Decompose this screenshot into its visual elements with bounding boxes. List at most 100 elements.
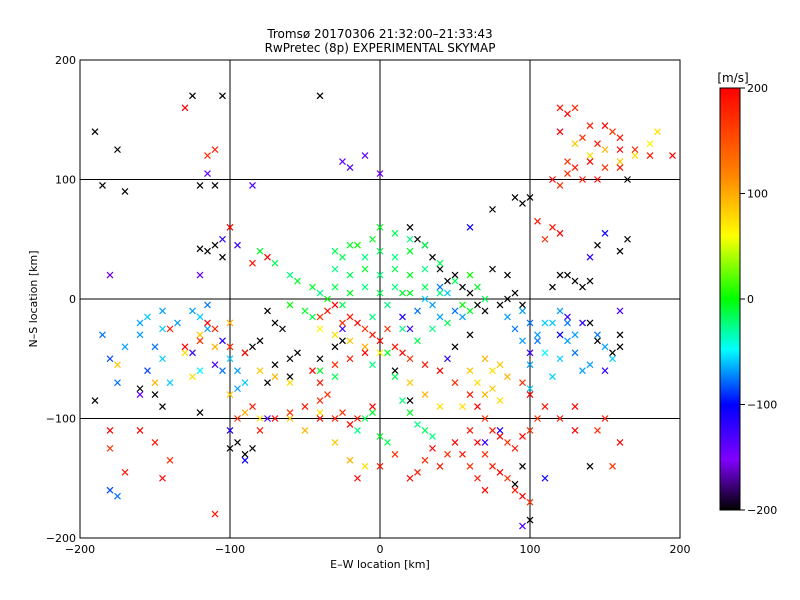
data-point-cross bbox=[166, 379, 174, 387]
data-point-cross bbox=[181, 104, 189, 112]
data-point-cross bbox=[669, 152, 676, 160]
data-point-cross bbox=[189, 307, 196, 315]
data-point-cross bbox=[226, 427, 234, 434]
data-point-cross bbox=[601, 122, 609, 130]
data-point-cross bbox=[99, 182, 106, 189]
y-tick-label: −200 bbox=[46, 532, 76, 545]
data-point-cross bbox=[286, 301, 294, 309]
data-point-cross bbox=[331, 331, 339, 339]
data-point-cross bbox=[196, 337, 204, 345]
data-point-cross bbox=[421, 283, 429, 291]
data-point-cross bbox=[571, 277, 579, 285]
data-point-cross bbox=[474, 403, 481, 410]
data-point-cross bbox=[466, 307, 474, 315]
data-point-cross bbox=[354, 415, 361, 422]
colorbar-unit-label: [m/s] bbox=[717, 71, 748, 85]
data-point-cross bbox=[181, 349, 189, 357]
data-point-cross bbox=[421, 265, 429, 273]
data-point-cross bbox=[376, 170, 384, 177]
data-point-cross bbox=[219, 253, 226, 261]
data-point-cross bbox=[459, 313, 466, 321]
data-point-cross bbox=[504, 313, 511, 321]
colorbar-tick-label: 200 bbox=[747, 82, 768, 95]
data-point-cross bbox=[414, 337, 421, 345]
data-point-cross bbox=[586, 152, 594, 160]
data-point-cross bbox=[519, 379, 526, 387]
x-axis-label: E–W location [km] bbox=[330, 558, 430, 571]
data-point-cross bbox=[474, 379, 481, 387]
data-point-cross bbox=[361, 462, 369, 470]
data-point-cross bbox=[489, 205, 496, 213]
data-point-cross bbox=[151, 379, 159, 387]
data-point-cross bbox=[556, 229, 564, 237]
data-point-cross bbox=[406, 271, 414, 279]
data-point-cross bbox=[286, 415, 294, 422]
data-point-cross bbox=[91, 128, 99, 136]
data-point-cross bbox=[534, 217, 541, 225]
data-point-cross bbox=[324, 307, 331, 315]
data-point-cross bbox=[474, 474, 481, 482]
data-point-cross bbox=[121, 468, 129, 476]
data-point-cross bbox=[541, 349, 549, 357]
data-point-cross bbox=[316, 92, 324, 100]
data-point-cross bbox=[571, 349, 579, 357]
data-point-cross bbox=[316, 289, 324, 297]
data-point-cross bbox=[481, 355, 489, 363]
data-point-cross bbox=[136, 385, 144, 393]
data-point-cross bbox=[564, 313, 571, 321]
data-point-cross bbox=[391, 373, 399, 381]
data-point-cross bbox=[211, 146, 219, 154]
data-point-cross bbox=[406, 223, 414, 231]
data-point-cross bbox=[301, 307, 309, 315]
data-point-cross bbox=[346, 164, 354, 171]
data-point-cross bbox=[534, 337, 541, 345]
data-point-cross bbox=[586, 319, 594, 327]
data-point-cross bbox=[166, 456, 174, 464]
data-point-cross bbox=[564, 158, 571, 165]
data-point-cross bbox=[586, 158, 594, 165]
data-point-cross bbox=[616, 247, 624, 255]
data-point-cross bbox=[376, 289, 384, 297]
data-point-cross bbox=[271, 373, 279, 381]
data-point-cross bbox=[159, 355, 166, 363]
data-point-cross bbox=[594, 427, 601, 434]
data-point-cross bbox=[429, 301, 436, 309]
data-point-cross bbox=[271, 415, 279, 422]
data-point-cross bbox=[384, 325, 391, 333]
data-point-cross bbox=[196, 409, 204, 416]
data-point-cross bbox=[624, 176, 631, 183]
data-point-cross bbox=[616, 331, 624, 339]
data-point-cross bbox=[211, 343, 219, 351]
data-point-cross bbox=[451, 307, 459, 315]
data-point-cross bbox=[579, 367, 586, 375]
data-point-cross bbox=[466, 462, 474, 470]
data-point-cross bbox=[241, 409, 249, 416]
data-point-cross bbox=[331, 301, 339, 309]
data-point-cross bbox=[159, 325, 166, 333]
data-point-cross bbox=[399, 325, 406, 333]
data-point-cross bbox=[226, 444, 234, 452]
y-tick-label: −100 bbox=[46, 413, 76, 426]
data-point-cross bbox=[556, 182, 564, 189]
data-point-cross bbox=[249, 343, 256, 351]
data-point-cross bbox=[391, 450, 399, 458]
data-point-cross bbox=[594, 337, 601, 345]
data-point-cross bbox=[556, 271, 564, 279]
data-point-cross bbox=[526, 385, 534, 393]
data-point-cross bbox=[369, 403, 376, 410]
data-point-cross bbox=[609, 462, 616, 470]
data-point-cross bbox=[294, 349, 301, 357]
data-point-cross bbox=[586, 253, 594, 261]
data-point-cross bbox=[549, 283, 556, 291]
data-point-cross bbox=[429, 253, 436, 261]
data-point-cross bbox=[474, 438, 481, 446]
data-point-cross bbox=[369, 409, 376, 416]
data-point-cross bbox=[436, 289, 444, 297]
data-point-cross bbox=[354, 319, 361, 327]
x-tick-label: 200 bbox=[670, 543, 691, 556]
data-point-cross bbox=[361, 325, 369, 333]
data-point-cross bbox=[204, 152, 211, 160]
data-point-cross bbox=[196, 313, 204, 321]
data-point-cross bbox=[391, 265, 399, 273]
data-point-cross bbox=[481, 391, 489, 399]
